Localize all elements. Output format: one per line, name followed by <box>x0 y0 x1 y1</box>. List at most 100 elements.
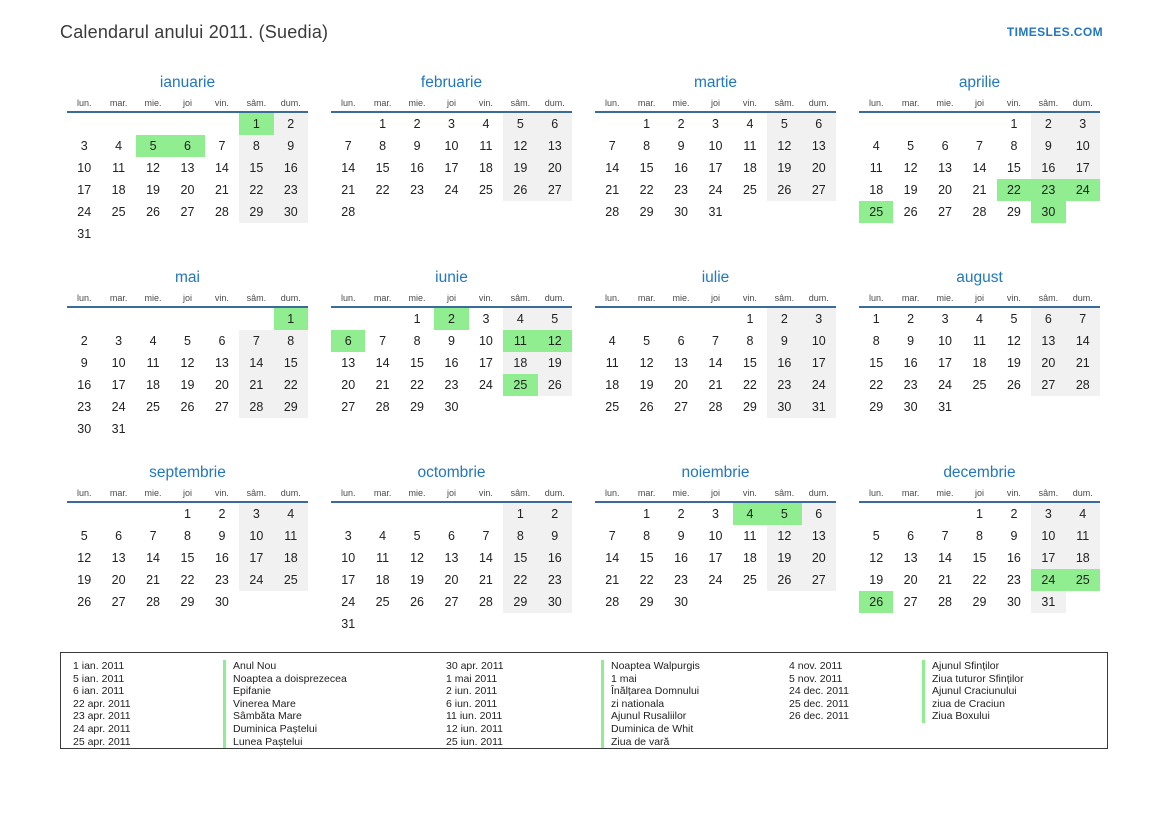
day-cell: 6 <box>115 529 123 543</box>
day-cell: 7 <box>941 529 949 543</box>
day-cell: 8 <box>746 334 754 348</box>
legend-entry: 11 iun. 2011 Ajunul Rusaliilor <box>446 710 789 723</box>
weekday-label: joi <box>974 293 984 303</box>
day-cell: 18 <box>742 551 757 565</box>
day-cell: 1 <box>273 308 308 330</box>
weekday-header-row: lun. mar. mie. joi vin. sâm. dum. <box>331 487 572 503</box>
day-cell: 17 <box>801 352 836 374</box>
day-cell: 21 <box>972 183 987 197</box>
day-cell: 10 <box>1065 135 1100 157</box>
day-cell: 18 <box>146 378 161 392</box>
day-cell: 24 <box>239 569 274 591</box>
legend-date: 5 nov. 2011 <box>789 672 843 685</box>
weekday-label: sâm. <box>510 98 531 108</box>
day-cell: 17 <box>444 161 459 175</box>
day-cell: 17 <box>111 378 126 392</box>
legend-entry: 5 ian. 2011 Noaptea a doisprezecea <box>73 672 446 686</box>
day-cell: 1 <box>976 507 983 521</box>
day-cell-empty <box>136 418 170 440</box>
day-cell: 8 <box>976 529 983 543</box>
weekday-label: dum. <box>280 488 301 498</box>
weekday-label: joi <box>446 488 456 498</box>
day-cell-empty <box>469 613 503 635</box>
weekday-label: mie. <box>936 488 954 498</box>
day-cell: 14 <box>1065 330 1100 352</box>
month-ianuarie: ianuarie lun. mar. mie. joi vin. sâm. dum. 1 2 3 4 5… <box>67 73 308 247</box>
day-cell: 7 <box>482 529 490 543</box>
legend-entry: 1 ian. 2011 Anul Nou <box>73 660 446 673</box>
weekday-label: vin. <box>478 98 493 108</box>
day-cell: 1 <box>1010 117 1018 131</box>
day-cell: 27 <box>444 595 459 609</box>
day-cell: 6 <box>1031 308 1066 330</box>
day-cell: 26 <box>77 595 92 609</box>
day-cell: 20 <box>444 573 459 587</box>
day-cell: 24 <box>444 183 459 197</box>
day-cell: 23 <box>77 400 92 414</box>
weekday-label: joi <box>182 98 192 108</box>
day-cell: 23 <box>214 573 229 587</box>
day-cell: 1 <box>184 507 191 521</box>
legend-entry: 23 apr. 2011 Sâmbăta Mare <box>73 710 446 723</box>
day-cell: 12 <box>767 525 802 547</box>
day-cell-empty <box>205 223 239 245</box>
weekday-label: mar. <box>637 293 656 303</box>
weekday-label: lun. <box>340 293 356 303</box>
month-days-grid: 1 2 3 4 5 6 7 8 9 10 11 12 13 14 15 16 17 18 19 20 21 22 23 24 2… <box>595 503 836 613</box>
day-cell: 16 <box>674 551 689 565</box>
day-cell: 13 <box>801 525 836 547</box>
day-cell: 12 <box>869 551 884 565</box>
day-cell: 21 <box>239 374 274 396</box>
day-cell: 25 <box>503 374 538 396</box>
month-decembrie: decembrie lun. mar. mie. joi vin. sâm. dum. 1 2 3 4… <box>859 463 1100 637</box>
day-cell: 17 <box>708 161 723 175</box>
day-cell: 19 <box>146 183 161 197</box>
day-cell: 26 <box>1006 378 1021 392</box>
day-cell: 28 <box>478 595 493 609</box>
day-cell-empty <box>365 201 399 223</box>
legend-entry: 26 dec. 2011 Ziua Boxului <box>789 710 1107 723</box>
day-cell: 22 <box>239 179 274 201</box>
day-cell: 4 <box>872 139 880 153</box>
day-cell-empty <box>962 396 996 418</box>
site-link[interactable]: TIMESLES.COM <box>1006 25 1103 39</box>
weekday-label: mie. <box>144 488 162 498</box>
day-cell: 13 <box>1031 330 1066 352</box>
month-martie: martie lun. mar. mie. joi vin. sâm. dum. 1 2 3 4 5 6 7… <box>595 73 836 247</box>
day-cell: 19 <box>410 573 425 587</box>
day-cell: 5 <box>80 529 88 543</box>
day-cell-empty <box>928 503 962 525</box>
weekday-header-row: lun. mar. mie. joi vin. sâm. dum. <box>595 292 836 308</box>
month-title: aprilie <box>958 74 1001 91</box>
weekday-label: dum. <box>544 98 565 108</box>
day-cell: 4 <box>273 503 308 525</box>
day-cell-empty <box>67 503 101 525</box>
legend-entry: 25 iun. 2011 Ziua de vară <box>446 735 789 749</box>
month-title: ianuarie <box>159 74 216 91</box>
month-septembrie: septembrie lun. mar. mie. joi vin. sâm. dum. 1 2 3… <box>67 463 308 637</box>
day-cell: 23 <box>767 374 802 396</box>
day-cell: 12 <box>77 551 92 565</box>
day-cell: 28 <box>605 205 620 219</box>
day-cell: 21 <box>605 183 620 197</box>
legend-date: 2 iun. 2011 <box>446 685 498 698</box>
weekday-label: sâm. <box>246 488 267 498</box>
day-cell: 13 <box>214 356 229 370</box>
day-cell: 6 <box>801 113 836 135</box>
day-cell: 6 <box>941 139 949 153</box>
day-cell: 28 <box>605 595 620 609</box>
day-cell-empty <box>434 201 468 223</box>
month-august: august lun. mar. mie. joi vin. sâm. dum. 1 2 3 4 5 6 7… <box>859 268 1100 442</box>
day-cell: 10 <box>938 334 953 348</box>
day-cell: 29 <box>180 595 195 609</box>
day-cell: 10 <box>341 551 356 565</box>
day-cell: 16 <box>537 547 572 569</box>
day-cell: 2 <box>677 117 685 131</box>
day-cell: 13 <box>938 161 953 175</box>
day-cell-empty <box>365 613 399 635</box>
day-cell: 10 <box>111 356 126 370</box>
day-cell-empty <box>859 503 893 525</box>
day-cell: 16 <box>767 352 802 374</box>
day-cell-empty <box>331 308 365 330</box>
day-cell: 11 <box>479 139 493 153</box>
